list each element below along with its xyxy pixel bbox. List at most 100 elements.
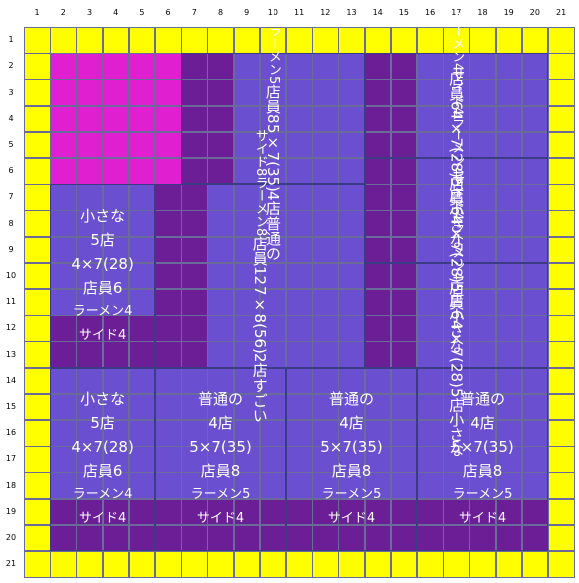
grid-cell: [102, 367, 130, 395]
grid-cell: [207, 289, 235, 316]
grid-cell: [469, 131, 497, 159]
grid-cell: [338, 393, 366, 421]
grid-cell: [76, 498, 104, 526]
store-info-line: サイド4: [265, 0, 281, 24]
grid-cell: [233, 393, 261, 421]
grid-cell: [521, 289, 549, 316]
grid-cell: [286, 158, 313, 185]
grid-cell: [338, 367, 366, 395]
grid-cell: [338, 472, 366, 500]
grid-cell: [24, 262, 51, 290]
grid-cell: [364, 551, 392, 578]
grid-cell: [207, 79, 235, 107]
grid-cell: [76, 27, 104, 54]
grid-cell: [128, 53, 156, 80]
grid-cell: [155, 524, 182, 552]
grid-cell: [312, 472, 339, 500]
row-number: 3: [8, 87, 14, 97]
grid-cell: [181, 289, 208, 316]
store-label-store-normal-bottom-3: 普通の 4店 5×7(35) 店員8 ラーメン5 サイド4: [417, 368, 548, 551]
grid-cell: [338, 79, 366, 107]
store-info-line: 5店: [447, 178, 466, 203]
grid-cell: [390, 551, 418, 578]
grid-cell: [233, 341, 261, 369]
store-label-store-normal-bottom-2: 普通の 4店 5×7(35) 店員8 ラーメン5 サイド4: [286, 368, 417, 551]
grid-cell: [259, 79, 287, 107]
column-number: 4: [113, 8, 119, 17]
grid-cell: [286, 551, 313, 578]
grid-cell: [207, 236, 235, 264]
grid-cell: [181, 79, 208, 107]
grid-cell: [207, 498, 235, 526]
grid-cell: [24, 315, 51, 342]
grid-cell: [259, 498, 287, 526]
magenta-empty-area: [50, 53, 181, 184]
store-info-line: サイド4: [196, 511, 245, 527]
grid-cell: [102, 472, 130, 500]
grid-cell: [102, 262, 130, 290]
grid-cell: [286, 393, 313, 421]
grid-cell: [128, 367, 156, 395]
grid-cell: [469, 551, 497, 578]
store-info-line: 5×7(35): [451, 438, 514, 457]
grid-cell: [24, 472, 51, 500]
grid-cell: [312, 236, 339, 264]
grid-cell: [207, 262, 235, 290]
store-info-line: 小さな: [447, 202, 466, 248]
store-info-line: 普通の: [197, 390, 243, 409]
grid-cell: [259, 446, 287, 473]
grid-cell: [102, 420, 130, 447]
grid-cell: [207, 53, 235, 80]
grid-cell: [76, 105, 104, 133]
grid-cell: [443, 131, 470, 159]
grid-cell: [286, 27, 313, 54]
grid-cell: [469, 236, 497, 264]
grid-cell: [495, 551, 523, 578]
grid-cell: [76, 236, 104, 264]
grid-cell: [233, 420, 261, 447]
grid-cell: [181, 184, 208, 211]
store-info-line: ラーメン5: [190, 487, 251, 503]
grid-cell: [548, 551, 575, 578]
grid-cell: [495, 315, 523, 342]
store-info-line: 4×7(28): [71, 254, 134, 273]
grid-cell: [181, 27, 208, 54]
column-number: 3: [86, 8, 93, 17]
grid-cell: [102, 53, 130, 80]
grid-cell: [102, 551, 130, 578]
grid-cell: [469, 393, 497, 421]
grid-cell: [495, 53, 523, 80]
grid-cell: [76, 551, 104, 578]
grid-cell: [495, 184, 523, 211]
grid-cell: [364, 27, 392, 54]
column-number: 9: [244, 8, 250, 17]
grid-cell: [128, 262, 156, 290]
grid-cell: [155, 367, 182, 395]
grid-cell: [521, 393, 549, 421]
grid-cell: [233, 551, 261, 578]
grid-cell: [312, 79, 339, 107]
grid-cell: [390, 79, 418, 107]
grid-cell: [207, 341, 235, 369]
grid-cell: [76, 289, 104, 316]
grid-cell: [312, 498, 339, 526]
grid-cell: [181, 105, 208, 133]
grid-cell: [233, 472, 261, 500]
store-info-line: サイド4: [327, 511, 376, 527]
grid-cell: [521, 131, 549, 159]
grid-cell: [390, 393, 418, 421]
store-info-line: ラーメン8: [252, 176, 268, 237]
grid-cell: [548, 472, 575, 500]
grid-cell: [495, 472, 523, 500]
store-info-line: 5店: [447, 387, 466, 413]
grid-cell: [548, 446, 575, 473]
column-number: 11: [294, 8, 305, 17]
grid-cell: [76, 472, 104, 500]
store-info-line: 店員8: [331, 462, 372, 481]
grid-cell: [24, 210, 51, 238]
column-number: 1: [34, 8, 40, 17]
grid-cell: [521, 105, 549, 133]
grid-cell: [102, 27, 130, 54]
store-info-line: ラーメン5: [265, 23, 281, 84]
